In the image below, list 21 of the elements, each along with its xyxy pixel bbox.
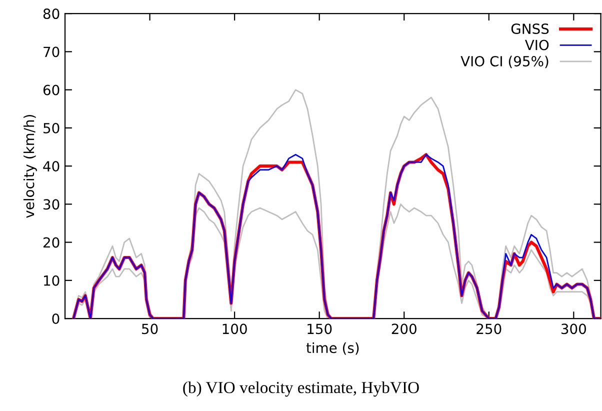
- text: (b) VIO velocity estimate, HybVIO: [183, 381, 419, 397]
- y-tick-label: 50: [44, 122, 60, 134]
- legend-label: VIO: [524, 40, 549, 50]
- x-tick-label: 250: [476, 324, 502, 334]
- x-tick-label: 50: [142, 324, 158, 334]
- legend-label: VIO CI (95%): [460, 56, 548, 68]
- x-tick-label: 300: [561, 324, 586, 334]
- legend-label: GNSS: [511, 24, 549, 34]
- y-tick-label: 70: [44, 46, 60, 58]
- x-tick-label: 100: [222, 324, 247, 334]
- y-axis-title: velocity (km/h): [23, 114, 37, 218]
- x-tick-label: 200: [392, 324, 416, 334]
- x-tick-label: 150: [308, 324, 332, 334]
- x-axis-title: time (s): [306, 342, 359, 355]
- y-tick-label: 10: [44, 275, 60, 286]
- y-tick-label: 60: [43, 84, 60, 96]
- y-tick-label: 20: [44, 237, 60, 248]
- y-tick-label: 0: [52, 313, 60, 324]
- y-tick-label: 80: [43, 8, 60, 20]
- y-tick-label: 40: [43, 161, 60, 172]
- y-tick-label: 30: [44, 199, 60, 210]
